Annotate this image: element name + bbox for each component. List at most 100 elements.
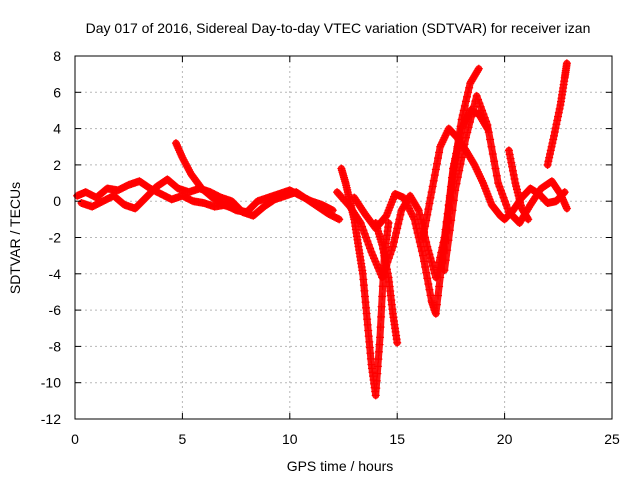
series-7 xyxy=(371,218,402,347)
data-point xyxy=(333,214,342,223)
data-point xyxy=(491,164,500,173)
data-point xyxy=(372,384,381,393)
data-point xyxy=(496,186,505,195)
data-point xyxy=(422,238,431,247)
data-point xyxy=(414,206,423,215)
y-tick-label: 8 xyxy=(53,48,61,64)
x-tick-label: 0 xyxy=(71,431,79,447)
data-point xyxy=(372,376,381,385)
data-point xyxy=(417,247,426,256)
data-point xyxy=(427,188,436,197)
data-point xyxy=(375,267,384,276)
data-point xyxy=(422,268,431,277)
data-point xyxy=(431,165,440,174)
data-point xyxy=(412,224,421,233)
data-point xyxy=(335,215,344,224)
data-point xyxy=(488,150,497,159)
data-point xyxy=(550,131,559,140)
data-point xyxy=(362,233,371,242)
data-point xyxy=(432,159,441,168)
plot-frame xyxy=(74,55,613,420)
data-point xyxy=(449,196,458,205)
x-tick-label: 15 xyxy=(389,431,405,447)
data-point xyxy=(503,204,512,213)
data-point xyxy=(435,282,444,291)
data-point xyxy=(463,92,472,101)
data-point xyxy=(474,95,483,104)
data-point xyxy=(378,240,387,249)
data-point xyxy=(510,174,519,183)
x-axis-label: GPS time / hours xyxy=(287,458,394,474)
data-point xyxy=(376,323,385,332)
data-point xyxy=(464,88,473,97)
data-point xyxy=(418,251,427,260)
data-point xyxy=(420,257,429,266)
data-point xyxy=(460,140,469,149)
data-point xyxy=(440,266,449,275)
data-point xyxy=(416,242,425,251)
data-point xyxy=(441,256,450,265)
data-point xyxy=(388,242,397,251)
data-point xyxy=(511,179,520,188)
data-point xyxy=(546,146,555,155)
data-point xyxy=(545,153,554,162)
data-point xyxy=(384,218,393,227)
data-point xyxy=(389,238,398,247)
data-point xyxy=(420,227,429,236)
data-point xyxy=(391,233,400,242)
data-point xyxy=(424,246,433,255)
data-point xyxy=(424,280,433,289)
data-point xyxy=(443,246,452,255)
data-point xyxy=(463,128,472,137)
data-point xyxy=(415,210,424,219)
data-point xyxy=(434,154,443,163)
data-point xyxy=(428,261,437,270)
data-point xyxy=(376,333,385,342)
data-point xyxy=(381,213,390,222)
data-point xyxy=(444,236,453,245)
data-point xyxy=(514,191,523,200)
data-point xyxy=(457,153,466,162)
y-tick-label: 4 xyxy=(53,121,61,137)
data-point xyxy=(495,182,504,191)
data-point xyxy=(360,229,369,238)
data-point xyxy=(395,215,404,224)
data-point xyxy=(367,248,376,257)
data-point xyxy=(509,170,518,179)
data-point xyxy=(435,148,444,157)
data-point xyxy=(459,106,468,115)
data-point xyxy=(464,123,473,132)
data-point xyxy=(371,257,380,266)
data-point xyxy=(377,312,386,321)
data-point xyxy=(552,120,561,129)
data-point xyxy=(456,129,465,138)
data-point xyxy=(505,150,514,159)
data-point xyxy=(459,146,468,155)
data-point xyxy=(498,189,507,198)
y-tick-label: -2 xyxy=(49,230,62,246)
data-point xyxy=(449,164,458,173)
data-point xyxy=(378,273,387,282)
data-point xyxy=(240,208,249,217)
data-point xyxy=(383,269,392,278)
data-point xyxy=(428,182,437,191)
data-point xyxy=(382,265,391,274)
data-point xyxy=(423,274,432,283)
data-point xyxy=(469,102,478,111)
x-tick-label: 10 xyxy=(282,431,298,447)
data-point xyxy=(486,135,495,144)
y-tick-label: 6 xyxy=(53,84,61,100)
data-point xyxy=(373,362,382,371)
data-point xyxy=(550,128,559,137)
y-tick-label: -10 xyxy=(41,375,61,391)
data-point xyxy=(562,204,571,213)
data-point xyxy=(374,347,383,356)
data-point xyxy=(422,216,431,225)
data-layer xyxy=(73,59,571,400)
data-point xyxy=(432,300,441,309)
series-9 xyxy=(440,91,571,275)
data-point xyxy=(375,340,384,349)
data-point xyxy=(370,254,379,263)
data-point xyxy=(500,197,509,206)
data-point xyxy=(393,338,402,347)
